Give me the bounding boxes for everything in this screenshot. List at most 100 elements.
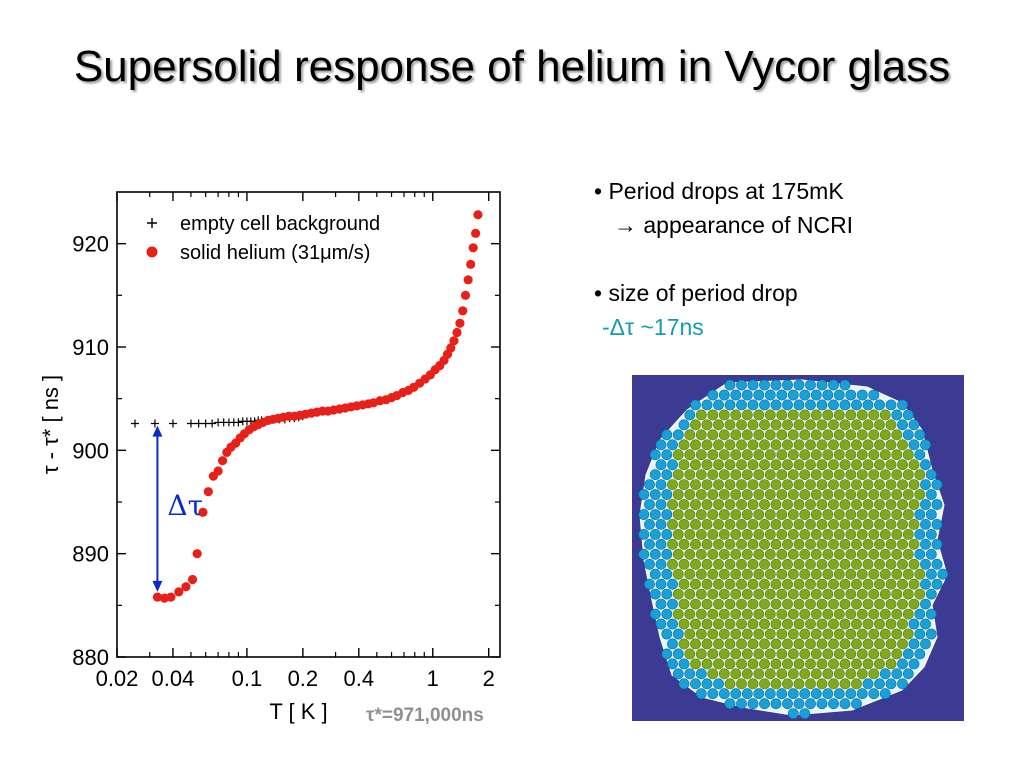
solid-helium-atom xyxy=(805,558,816,570)
solid-helium-atom xyxy=(839,618,851,630)
background-point xyxy=(234,418,243,427)
solid-helium-atom xyxy=(730,568,742,580)
solid-helium-atom xyxy=(690,598,701,610)
boundary-atom xyxy=(655,558,667,570)
boundary-atom xyxy=(678,419,690,431)
solid-helium-atom xyxy=(759,598,770,610)
boundary-atom xyxy=(914,429,926,441)
solid-helium-atom xyxy=(897,439,908,451)
boundary-atom xyxy=(644,538,655,550)
solid-helium-atom xyxy=(793,598,805,610)
boundary-atom xyxy=(747,399,759,411)
solid-helium-atom xyxy=(833,469,845,480)
solid-helium-atom xyxy=(770,459,782,471)
solid-helium-atom xyxy=(713,419,724,431)
boundary-atom xyxy=(931,518,943,530)
solid-helium-atom xyxy=(701,578,713,590)
solid-helium-atom xyxy=(885,439,897,451)
solid-helium-atom xyxy=(764,449,776,461)
solid-helium-atom xyxy=(701,618,713,630)
solid-helium-atom xyxy=(793,419,805,431)
solid-helium-atom xyxy=(805,638,816,650)
solid-helium-atom xyxy=(672,469,684,480)
helium-point xyxy=(458,306,468,316)
solid-helium-atom xyxy=(770,479,782,490)
solid-helium-atom xyxy=(684,449,696,461)
boundary-atom xyxy=(914,628,926,640)
boundary-atom xyxy=(908,618,920,630)
solid-helium-atom xyxy=(776,568,788,580)
solid-helium-atom xyxy=(885,518,897,530)
helium-point xyxy=(174,587,184,597)
helium-point xyxy=(449,336,459,346)
background-point xyxy=(150,419,159,428)
solid-helium-atom xyxy=(879,568,891,580)
boundary-atom xyxy=(718,389,730,401)
solid-helium-atom xyxy=(851,578,862,590)
solid-helium-atom xyxy=(822,608,834,620)
solid-helium-atom xyxy=(874,638,885,650)
boundary-atom xyxy=(787,389,799,401)
solid-helium-atom xyxy=(816,658,828,670)
solid-helium-atom xyxy=(799,409,811,421)
solid-helium-atom xyxy=(833,668,845,680)
solid-helium-atom xyxy=(730,548,742,560)
boundary-atom xyxy=(920,598,931,610)
solid-helium-atom xyxy=(810,429,822,441)
solid-helium-atom xyxy=(816,459,828,471)
boundary-atom xyxy=(879,668,891,680)
boundary-atom xyxy=(885,678,897,690)
solid-helium-atom xyxy=(822,469,834,480)
boundary-atom xyxy=(920,638,931,650)
solid-helium-atom xyxy=(845,668,857,680)
boundary-atom xyxy=(661,588,673,600)
boundary-atom xyxy=(770,379,782,391)
solid-helium-atom xyxy=(678,618,690,630)
crystal-grain-illustration xyxy=(632,375,964,721)
solid-helium-atom xyxy=(851,658,862,670)
solid-helium-atom xyxy=(799,628,811,640)
solid-helium-atom xyxy=(736,598,747,610)
y-tick-label: 890 xyxy=(72,542,109,567)
solid-helium-atom xyxy=(793,439,805,451)
solid-helium-atom xyxy=(690,439,701,451)
solid-helium-atom xyxy=(764,469,776,480)
solid-helium-atom xyxy=(764,409,776,421)
solid-helium-atom xyxy=(793,678,805,690)
solid-helium-atom xyxy=(741,489,753,500)
solid-helium-atom xyxy=(828,558,839,570)
boundary-atom xyxy=(931,538,943,550)
boundary-atom xyxy=(695,688,707,700)
x-tick-label: 2 xyxy=(483,666,495,691)
solid-helium-atom xyxy=(759,678,770,690)
solid-helium-atom xyxy=(908,499,920,510)
solid-helium-atom xyxy=(707,469,719,480)
boundary-atom xyxy=(925,489,937,500)
solid-helium-atom xyxy=(713,558,724,570)
solid-helium-atom xyxy=(787,628,799,640)
solid-helium-atom xyxy=(879,449,891,461)
solid-helium-atom xyxy=(885,558,897,570)
solid-helium-atom xyxy=(707,449,719,461)
solid-helium-atom xyxy=(856,628,868,640)
solid-helium-atom xyxy=(793,618,805,630)
boundary-atom xyxy=(787,688,799,700)
solid-helium-atom xyxy=(747,439,759,451)
solid-helium-atom xyxy=(707,648,719,660)
solid-helium-atom xyxy=(759,439,770,451)
boundary-atom xyxy=(902,409,914,421)
solid-helium-atom xyxy=(851,518,862,530)
solid-helium-atom xyxy=(908,578,920,590)
solid-helium-atom xyxy=(816,558,828,570)
solid-helium-atom xyxy=(874,538,885,550)
solid-helium-atom xyxy=(724,439,736,451)
solid-helium-atom xyxy=(851,499,862,510)
solid-helium-atom xyxy=(690,518,701,530)
solid-helium-atom xyxy=(695,568,707,580)
solid-helium-atom xyxy=(793,499,805,510)
solid-helium-atom xyxy=(868,548,880,560)
solid-helium-atom xyxy=(851,678,862,690)
boundary-atom xyxy=(736,399,747,411)
solid-helium-atom xyxy=(695,648,707,660)
boundary-atom xyxy=(661,528,673,540)
